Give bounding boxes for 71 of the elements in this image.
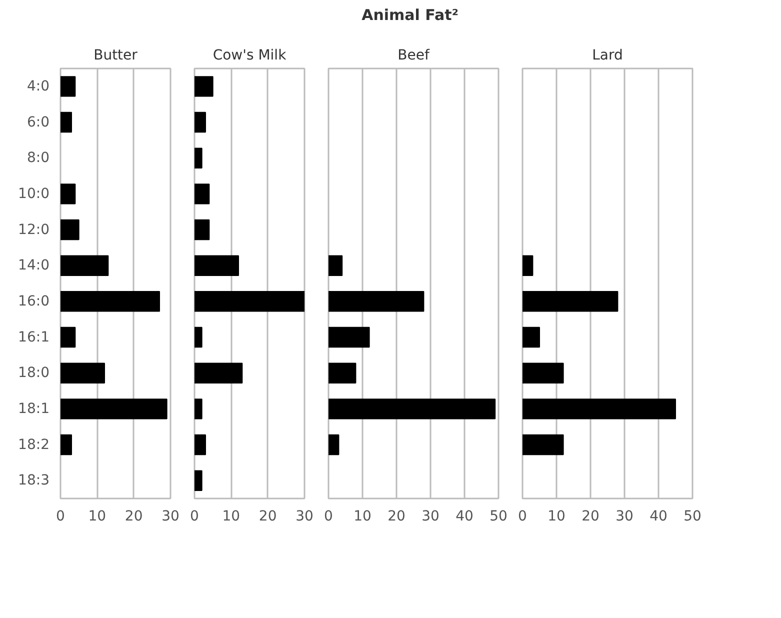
x-tick-label: 20: [258, 508, 277, 524]
bar: [522, 434, 564, 456]
chart-title: Butter: [94, 48, 138, 64]
y-tick-label: 4:0: [26, 78, 50, 94]
bar: [522, 362, 564, 384]
x-tick-label: 40: [456, 508, 474, 524]
y-tick-label: 10:0: [18, 186, 50, 202]
x-tick-label: 20: [388, 508, 406, 524]
x-tick-label: 40: [650, 508, 668, 524]
bar: [194, 148, 202, 168]
bar: [194, 326, 202, 348]
x-tick-label: 10: [548, 508, 566, 524]
y-tick-label: 14:0: [18, 258, 50, 274]
x-tick-label: 20: [124, 508, 143, 524]
y-tick-label: 16:0: [18, 293, 50, 310]
bar: [522, 326, 540, 348]
bar: [60, 291, 160, 312]
x-tick-label: 50: [684, 508, 702, 524]
bar: [60, 255, 109, 276]
bar: [328, 326, 370, 348]
chart-title: Beef: [398, 48, 430, 64]
bar: [328, 434, 340, 456]
x-tick-label: 10: [354, 508, 372, 524]
bar: [522, 398, 676, 420]
y-tick-label: 18:0: [18, 365, 50, 382]
bar: [60, 184, 76, 204]
y-tick-label: 18:2: [18, 436, 50, 453]
bar: [328, 255, 343, 276]
y-tick-label: 8:0: [26, 150, 50, 166]
x-tick-label: 20: [582, 508, 600, 524]
chart-title: Lard: [592, 48, 623, 64]
bar: [328, 362, 356, 384]
x-tick-label: 0: [56, 508, 65, 524]
bar: [194, 291, 304, 312]
x-tick-label: 0: [190, 508, 199, 524]
bar: [194, 398, 202, 420]
bar: [194, 434, 206, 456]
bar: [194, 76, 214, 97]
bar: [60, 398, 168, 420]
y-tick-label: 18:3: [18, 472, 50, 489]
x-tick-label: 30: [296, 508, 314, 524]
bar: [194, 362, 243, 384]
bar: [60, 434, 72, 456]
x-tick-label: 30: [162, 508, 180, 524]
bar: [60, 76, 76, 97]
bar: [194, 219, 210, 240]
bar: [194, 470, 202, 491]
x-tick-label: 10: [88, 508, 106, 524]
bar: [522, 255, 534, 276]
bar: [328, 398, 496, 420]
bar: [194, 184, 210, 204]
bar: [60, 219, 80, 240]
x-tick-label: 0: [518, 508, 527, 524]
x-tick-label: 50: [490, 508, 508, 524]
chart-title: Cow's Milk: [212, 48, 288, 64]
y-tick-label: 16:1: [18, 329, 50, 346]
bar: [522, 291, 618, 312]
y-tick-label: 18:1: [18, 400, 50, 417]
text: Animal Fat²: [362, 5, 458, 26]
bar: [60, 362, 105, 384]
bar: [194, 255, 239, 276]
x-tick-label: 30: [616, 508, 634, 524]
x-tick-label: 10: [222, 508, 240, 524]
bar: [194, 112, 206, 133]
x-tick-label: 30: [422, 508, 440, 524]
x-tick-label: 0: [324, 508, 333, 524]
y-tick-label: 12:0: [18, 222, 50, 238]
y-tick-label: 6:0: [26, 114, 50, 130]
bar: [60, 326, 76, 348]
bar: [328, 291, 424, 312]
bar: [60, 112, 72, 133]
